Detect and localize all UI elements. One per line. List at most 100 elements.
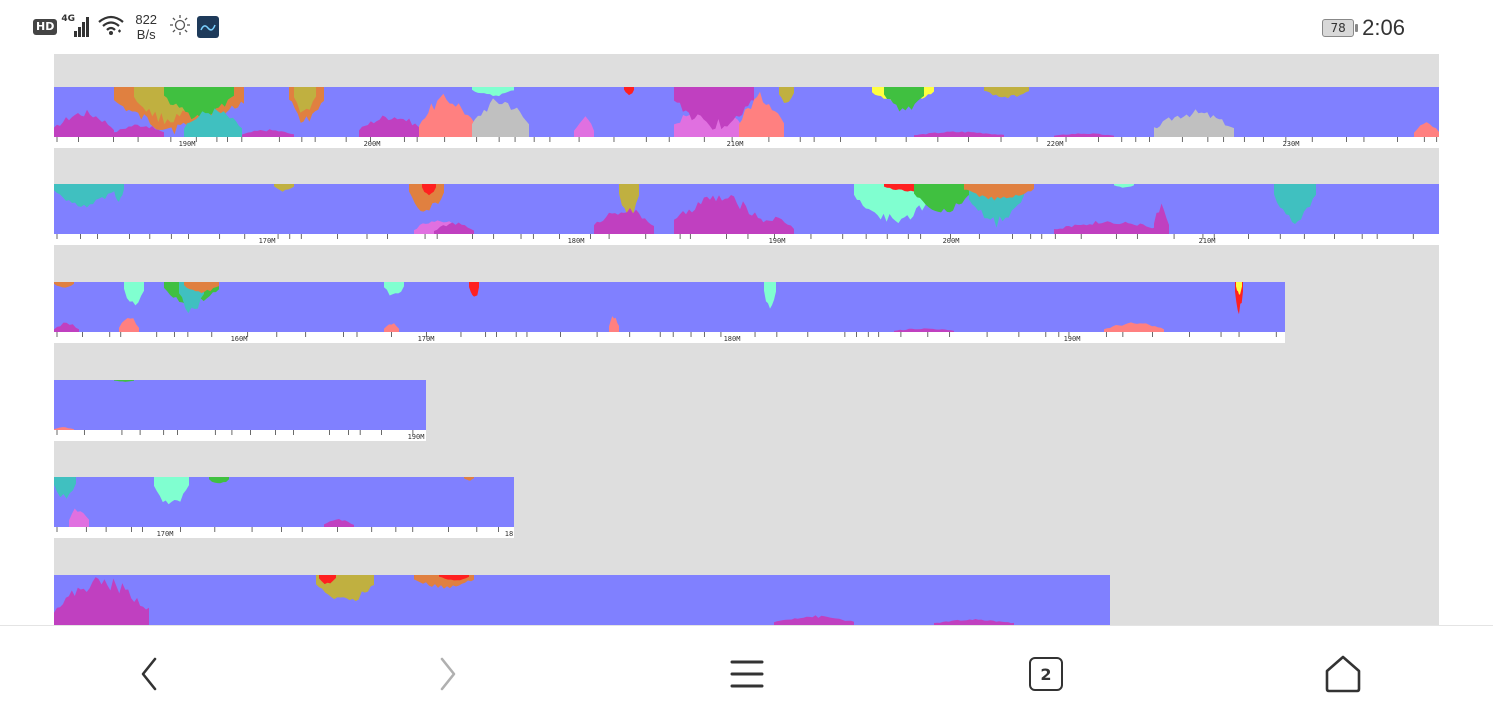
ancestry-segment [294, 87, 316, 113]
ancestry-segment [1236, 282, 1242, 295]
ancestry-segment [54, 427, 74, 430]
ancestry-segment [324, 519, 354, 527]
ancestry-segment [984, 87, 1029, 99]
tick-label: 210M [726, 140, 744, 148]
ancestry-segment [384, 282, 404, 296]
ancestry-segment [469, 282, 479, 297]
network-type: 4G [61, 14, 75, 24]
ancestry-band [54, 575, 1110, 625]
tick-label: 220M [1046, 140, 1064, 148]
status-right: 78 2:06 [1322, 13, 1405, 43]
ancestry-segment [624, 87, 634, 96]
ancestry-segment [164, 87, 234, 120]
ancestry-band [54, 87, 1439, 137]
ancestry-segment [472, 98, 529, 137]
brightness-icon [169, 14, 191, 40]
tick-label: 190M [768, 237, 786, 245]
forward-button[interactable] [423, 651, 473, 697]
menu-button[interactable] [722, 651, 772, 697]
tick-label: 200M [942, 237, 960, 245]
menu-icon [730, 660, 764, 688]
ancestry-segment [114, 124, 164, 137]
position-axis: 170M 18 [54, 527, 514, 538]
app-notification-icon [197, 16, 220, 38]
ancestry-segment [1154, 203, 1169, 234]
ancestry-segment [154, 477, 189, 505]
ancestry-segment [674, 195, 764, 234]
ancestry-segment [914, 131, 1004, 137]
ancestry-segment [1054, 133, 1114, 137]
tick-label: 180M [567, 237, 585, 245]
ancestry-segment [419, 93, 474, 137]
ancestry-segment [54, 109, 114, 137]
ancestry-segment [69, 508, 89, 527]
ancestry-segment [274, 184, 294, 192]
ancestry-segment [439, 575, 469, 581]
hd-icon: HD [33, 19, 58, 35]
ancestry-band [54, 477, 514, 527]
tick-label: 210M [1198, 237, 1216, 245]
ancestry-segment [54, 322, 79, 332]
back-button[interactable] [124, 651, 174, 697]
ancestry-segment [384, 323, 399, 332]
ancestry-segment [594, 208, 654, 234]
tick-label: 180M [723, 335, 741, 343]
ancestry-segment [54, 184, 114, 208]
tick-label: 230M [1282, 140, 1300, 148]
position-axis: 190M [54, 430, 426, 441]
ancestry-band [54, 380, 426, 430]
tick-label: 170M [258, 237, 276, 245]
ancestry-segment [609, 316, 619, 332]
status-left: HD 4G 822 B/s [33, 10, 220, 44]
ancestry-segment [209, 477, 229, 484]
ancestry-segment [574, 116, 594, 137]
position-axis: 170M 180M 190M 200M 210M [54, 234, 1439, 245]
ancestry-segment [124, 282, 144, 306]
ancestry-segment [114, 380, 134, 382]
ancestry-segment [1054, 220, 1164, 234]
status-bar: HD 4G 822 B/s [0, 0, 1493, 54]
ancestry-segment [54, 577, 149, 625]
web-content[interactable]: 190M 200M 210M 220M 230M 170M 180M 190M 200M 210… [54, 54, 1439, 625]
signal-icon: 4G [61, 14, 91, 38]
ancestry-band [54, 282, 1285, 332]
browser-nav-bar: 2 [0, 625, 1493, 721]
tick-label: 18 [504, 530, 514, 538]
tick-label: 190M [407, 433, 425, 441]
ancestry-segment [409, 184, 444, 212]
forward-icon [440, 657, 456, 691]
ancestry-segment [464, 477, 474, 481]
home-button[interactable] [1318, 651, 1368, 697]
ancestry-segment [54, 282, 74, 288]
ancestry-segment [184, 282, 219, 294]
ancestry-segment [319, 575, 336, 585]
ancestry-segment [434, 222, 474, 234]
tick-label: 160M [230, 335, 248, 343]
ancestry-segment [54, 477, 76, 499]
tick-label: 170M [156, 530, 174, 538]
tabs-button[interactable]: 2 [1021, 651, 1071, 697]
ancestry-segment [359, 115, 424, 137]
clock: 2:06 [1362, 15, 1405, 40]
home-icon [1325, 655, 1361, 693]
ancestry-segment [472, 87, 514, 97]
ancestry-segment [119, 318, 139, 332]
ancestry-segment [184, 108, 242, 137]
ancestry-segment [1414, 122, 1439, 137]
ancestry-segment [619, 184, 639, 217]
tick-label: 190M [1063, 335, 1081, 343]
ancestry-segment [779, 87, 794, 103]
tabs-icon: 2 [1029, 657, 1063, 691]
ancestry-segment [754, 216, 794, 234]
ancestry-segment [674, 87, 754, 130]
ancestry-segment [914, 184, 974, 213]
tick-label: 170M [417, 335, 435, 343]
wifi-icon [97, 14, 125, 40]
ancestry-band [54, 184, 1439, 234]
ancestry-segment [739, 91, 784, 137]
network-speed: 822 B/s [135, 12, 157, 42]
ancestry-segment [1104, 322, 1164, 332]
ancestry-segment [894, 328, 954, 332]
battery-level: 78 [1322, 19, 1355, 37]
ancestry-segment [964, 184, 1034, 201]
